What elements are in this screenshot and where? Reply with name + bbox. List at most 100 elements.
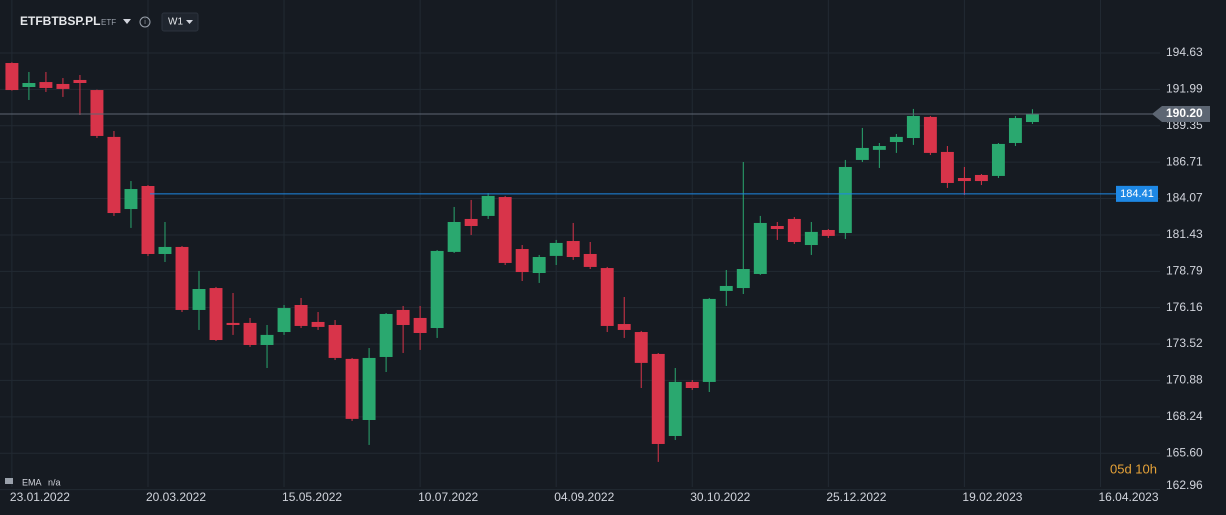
candle-body (22, 83, 36, 88)
candle-body (838, 166, 852, 234)
x-tick-label: 15.05.2022 (282, 490, 342, 504)
last-price-label: 190.20 (1166, 106, 1203, 120)
candle-body (5, 63, 19, 91)
candle-body (413, 317, 427, 333)
y-tick-label: 186.71 (1166, 154, 1203, 168)
y-tick-label: 176.16 (1166, 300, 1203, 314)
candle-body (39, 82, 53, 88)
candle-body (311, 321, 325, 327)
candle-body (243, 322, 257, 345)
candle-body (277, 308, 291, 333)
candle-body (855, 147, 869, 160)
candle-body (107, 136, 121, 214)
candle-body (770, 225, 784, 230)
alert-tag (1116, 185, 1158, 202)
candle-body (974, 174, 988, 182)
candle-body (668, 381, 682, 436)
x-tick-label: 19.02.2023 (962, 490, 1022, 504)
candle-body (804, 231, 818, 246)
candle-body (158, 246, 172, 254)
indicator-icon[interactable] (5, 478, 13, 484)
candle-body (124, 189, 138, 210)
timeframe: W1 (168, 17, 183, 28)
candle-body (634, 332, 648, 363)
candle-body (345, 358, 359, 419)
candle-body (787, 218, 801, 242)
candle-body (464, 218, 478, 226)
candle-body (600, 268, 614, 326)
x-tick-label: 23.01.2022 (10, 490, 70, 504)
y-tick-label: 184.07 (1166, 191, 1203, 205)
candle-body (209, 288, 223, 341)
badge: ETF (101, 18, 116, 27)
info-icon[interactable] (139, 16, 151, 28)
countdown: 05d 10h (1110, 461, 1157, 476)
x-tick-label: 10.07.2022 (418, 490, 478, 504)
candle-body (141, 186, 155, 254)
candle-body (957, 178, 971, 182)
x-tick-label: 16.04.2023 (1098, 490, 1158, 504)
candle-body (566, 241, 580, 258)
y-tick-label: 178.79 (1166, 264, 1203, 278)
candle-body (753, 222, 767, 274)
x-tick-label: 30.10.2022 (690, 490, 750, 504)
candle-body (923, 116, 937, 153)
timeframe-box[interactable] (161, 12, 199, 32)
candle-body (702, 298, 716, 382)
y-tick-label: 191.99 (1166, 82, 1203, 96)
candle-body (379, 313, 393, 357)
x-tick-label: 20.03.2022 (146, 490, 206, 504)
candle-body (430, 250, 444, 329)
y-tick-label: 168.24 (1166, 409, 1203, 423)
y-tick-label: 165.60 (1166, 445, 1203, 459)
timeframe-arrow (186, 20, 193, 24)
candle-body (821, 229, 835, 236)
candle-body (991, 143, 1005, 176)
candle-body (940, 151, 954, 183)
dropdown-arrow[interactable] (123, 19, 131, 24)
candle-body (1008, 118, 1022, 143)
candle-body (498, 197, 512, 263)
last-price-tag (1152, 106, 1210, 123)
y-tick-label: 170.88 (1166, 373, 1203, 387)
symbol: ETFBTBSP.PL (20, 14, 100, 28)
candle-body (226, 322, 240, 325)
plot (0, 0, 1160, 491)
candle-body (56, 83, 70, 89)
candle-body (192, 289, 206, 310)
candle-body (617, 324, 631, 330)
candle-body (90, 90, 104, 136)
candle-body (889, 136, 903, 143)
x-tick-label: 04.09.2022 (554, 490, 614, 504)
candle-body (872, 146, 886, 150)
candle-body (651, 353, 665, 444)
candle-body (906, 115, 920, 139)
candle-body (685, 381, 699, 389)
candle-body (583, 253, 597, 267)
candle-body (294, 304, 308, 326)
y-tick-label: 194.63 (1166, 45, 1203, 59)
candle-body (328, 324, 342, 358)
candle-body (175, 246, 189, 310)
candle-body (1025, 114, 1039, 123)
candle-body (532, 257, 546, 274)
candle-body (73, 79, 87, 84)
indicator-value: n/a (48, 477, 61, 487)
candle-body (515, 249, 529, 273)
indicator: EMA (22, 477, 42, 487)
candle-body (481, 195, 495, 216)
candle-body (549, 242, 563, 256)
candle-body (362, 357, 376, 420)
candle-body (260, 334, 274, 345)
alert-label: 184.41 (1120, 188, 1154, 200)
y-tick-label: 173.52 (1166, 336, 1203, 350)
x-tick-label: 25.12.2022 (826, 490, 886, 504)
candle-body (396, 309, 410, 325)
y-tick-label: 181.43 (1166, 227, 1203, 241)
candle-body (447, 221, 461, 252)
candle-body (719, 285, 733, 291)
y-tick-label: 162.96 (1166, 478, 1203, 492)
candle-body (736, 269, 750, 289)
